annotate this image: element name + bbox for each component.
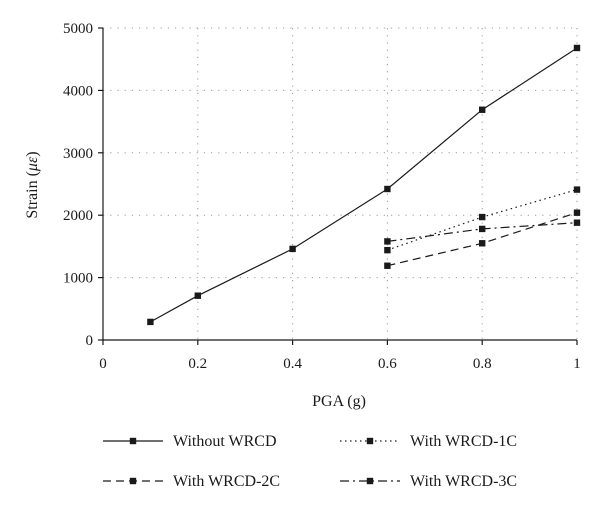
x-tick-label: 0 bbox=[99, 356, 107, 372]
legend-label: With WRCD-2C bbox=[173, 473, 280, 490]
data-point bbox=[479, 106, 486, 113]
legend-marker bbox=[366, 477, 374, 485]
legend-label: With WRCD-1C bbox=[410, 433, 517, 450]
series-line bbox=[150, 47, 578, 323]
data-point bbox=[479, 225, 486, 233]
data-point bbox=[147, 318, 154, 326]
data-point bbox=[384, 238, 391, 245]
x-tick-label: 0.8 bbox=[473, 356, 492, 372]
legend-item: With WRCD-1C bbox=[340, 433, 517, 450]
data-point bbox=[384, 246, 391, 254]
y-tick-label: 5000 bbox=[63, 21, 93, 37]
x-tick-label: 1 bbox=[573, 356, 581, 372]
series-group bbox=[147, 44, 581, 326]
y-tick-label: 1000 bbox=[63, 271, 93, 287]
data-point bbox=[384, 185, 391, 193]
data-point bbox=[479, 240, 486, 247]
axes bbox=[98, 27, 578, 345]
data-series bbox=[147, 44, 581, 326]
y-tick-label: 4000 bbox=[63, 83, 93, 99]
grid-lines bbox=[103, 27, 578, 340]
legend-item: With WRCD-2C bbox=[103, 473, 280, 490]
tick-labels: 0 0.2 0.4 0.6 0.8 1 0 1000 2000 3000 4000 5000 bbox=[63, 21, 581, 372]
series-group bbox=[384, 186, 581, 254]
series-line bbox=[387, 212, 578, 267]
data-point bbox=[194, 292, 201, 299]
data-point bbox=[573, 219, 581, 226]
series-group bbox=[384, 219, 581, 245]
x-axis-title: PGA (g) bbox=[312, 393, 366, 410]
x-tick-label: 0.4 bbox=[283, 356, 302, 372]
legend-label: With WRCD-3C bbox=[410, 473, 517, 490]
legend-marker bbox=[129, 437, 137, 445]
legend-marker bbox=[129, 477, 137, 485]
data-point bbox=[573, 209, 581, 216]
y-axis-title: Strain (με) bbox=[24, 151, 41, 218]
legend-label: Without WRCD bbox=[173, 433, 277, 450]
y-tick-label: 3000 bbox=[63, 146, 93, 162]
data-point bbox=[384, 262, 391, 269]
data-point bbox=[479, 213, 486, 221]
data-point bbox=[289, 245, 296, 253]
data-point bbox=[573, 186, 581, 193]
y-tick-label: 2000 bbox=[63, 208, 93, 224]
legend-item: Without WRCD bbox=[103, 433, 277, 450]
y-tick-label: 0 bbox=[86, 333, 94, 349]
series-group bbox=[384, 209, 581, 269]
legend: Without WRCD With WRCD-1C With WRCD-2C With… bbox=[103, 433, 517, 490]
legend-marker bbox=[366, 437, 374, 445]
x-tick-label: 0.2 bbox=[188, 356, 207, 372]
x-tick-label: 0.6 bbox=[378, 356, 397, 372]
legend-item: With WRCD-3C bbox=[340, 473, 517, 490]
data-point bbox=[573, 44, 581, 52]
